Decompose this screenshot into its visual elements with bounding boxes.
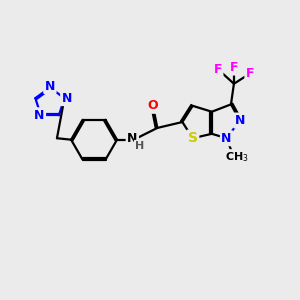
Text: N: N [221,132,232,145]
Text: N: N [34,109,45,122]
Text: H: H [135,141,144,151]
Text: N: N [61,92,72,105]
Text: O: O [148,99,158,112]
Text: N: N [235,114,245,127]
Text: N: N [127,132,137,145]
Text: CH$_3$: CH$_3$ [225,151,249,164]
Text: S: S [188,131,198,145]
Text: F: F [214,62,222,76]
Text: F: F [230,61,238,74]
Text: F: F [246,67,254,80]
Text: N: N [45,80,55,93]
